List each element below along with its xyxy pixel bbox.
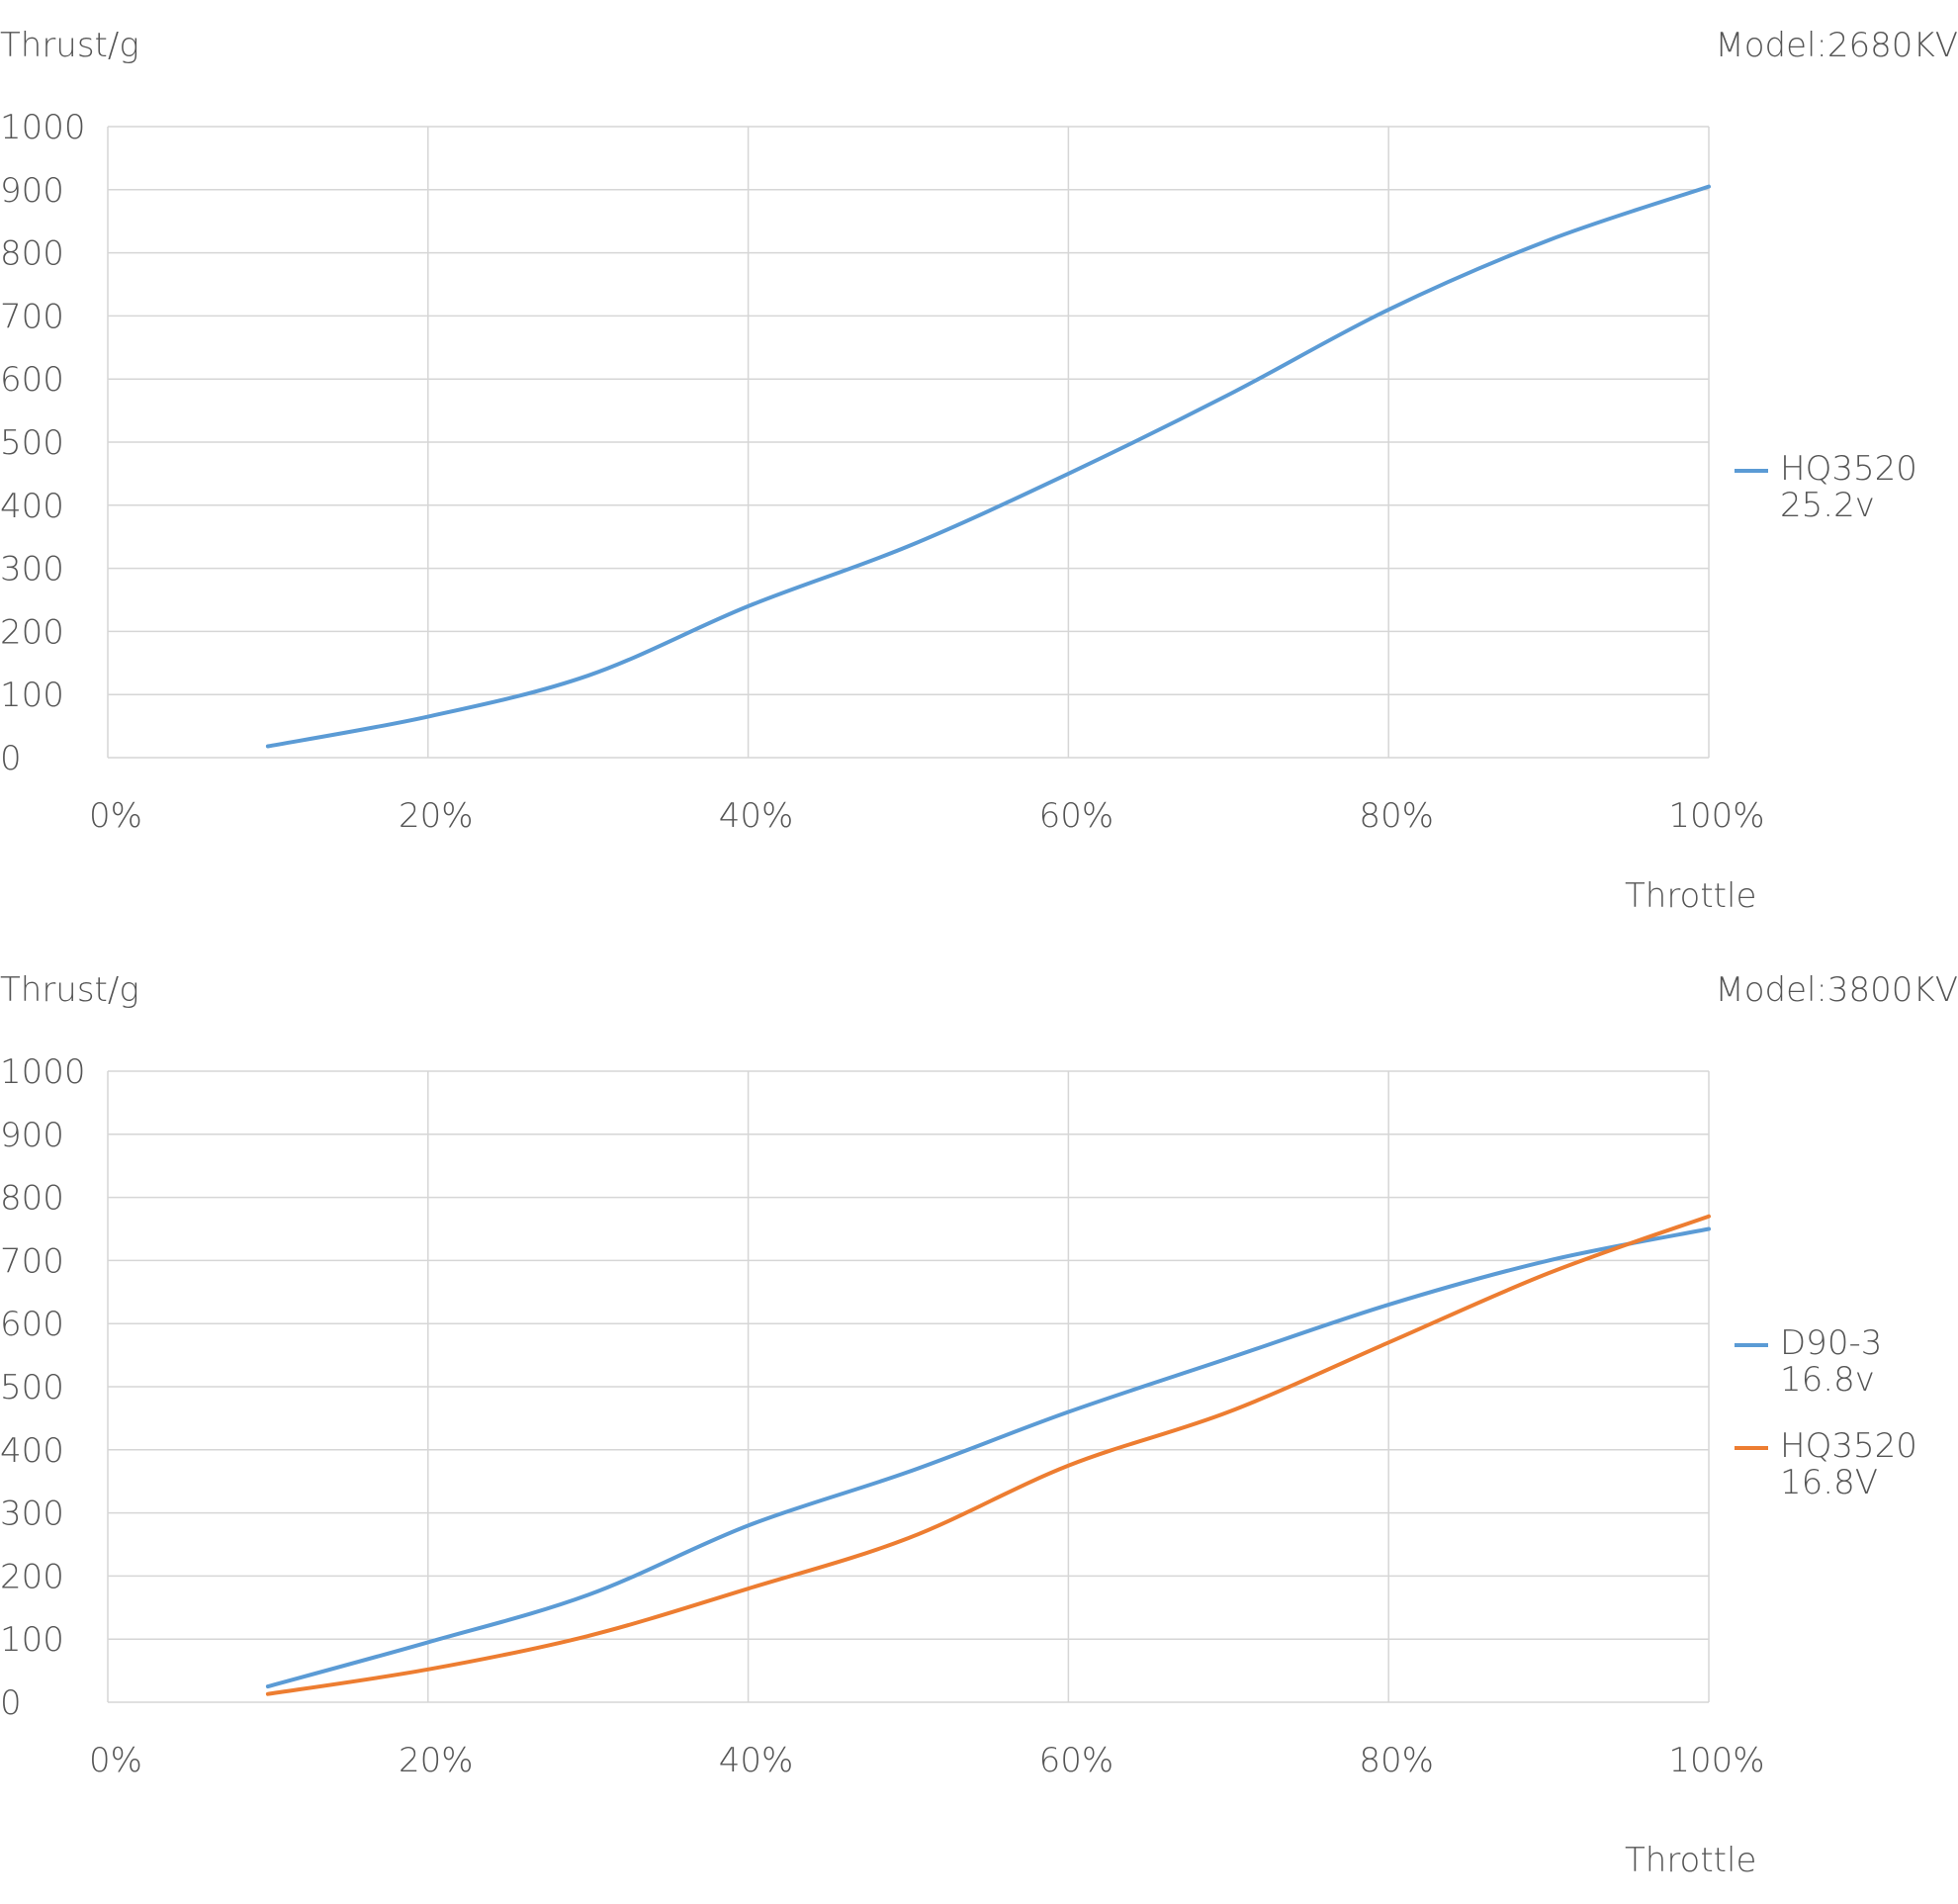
y-tick-label: 600 xyxy=(0,1305,64,1344)
x-tick-label: 40% xyxy=(719,1741,794,1780)
y-axis-label: Thrust/g xyxy=(0,970,139,1010)
legend-swatch xyxy=(1735,1446,1768,1450)
x-tick-label: 20% xyxy=(399,1741,474,1780)
x-tick-label: 100% xyxy=(1668,1741,1764,1780)
x-axis-label: Throttle xyxy=(1625,876,1757,916)
x-tick-label: 40% xyxy=(719,796,794,836)
y-tick-label: 200 xyxy=(0,612,64,652)
y-tick-label: 800 xyxy=(0,1179,64,1219)
y-tick-label: 400 xyxy=(0,487,64,526)
x-tick-label: 0% xyxy=(89,1741,142,1780)
x-tick-label: 20% xyxy=(399,796,474,836)
thrust-chart-2680kv: Thrust/g Model:2680KV 0 100 200 300 400 500 60… xyxy=(0,0,1958,945)
legend-swatch xyxy=(1735,1343,1768,1347)
legend: D90-3 16.8v HQ3520 16.8V xyxy=(1735,1325,1917,1531)
y-tick-label: 700 xyxy=(0,1241,64,1281)
y-tick-label: 400 xyxy=(0,1431,64,1471)
y-axis-label: Thrust/g xyxy=(0,26,139,65)
x-tick-label: 60% xyxy=(1039,796,1114,836)
y-tick-label: 900 xyxy=(0,1116,64,1155)
x-axis-label: Throttle xyxy=(1625,1841,1757,1880)
x-tick-label: 80% xyxy=(1359,1741,1434,1780)
legend-swatch xyxy=(1735,469,1768,473)
y-tick-label: 800 xyxy=(0,234,64,274)
model-annotation: Model:3800KV xyxy=(1715,970,1958,1010)
series-line xyxy=(265,1226,1711,1689)
y-tick-label: 300 xyxy=(0,550,64,589)
legend-label: HQ3520 25.2v xyxy=(1780,449,1917,525)
legend: HQ3520 25.2v xyxy=(1735,451,1917,554)
legend-label: HQ3520 16.8V xyxy=(1780,1426,1917,1502)
y-tick-label: 900 xyxy=(0,171,64,211)
y-tick-label: 1000 xyxy=(0,108,86,147)
y-tick-label: 500 xyxy=(0,423,64,463)
legend-label: D90-3 16.8v xyxy=(1780,1323,1883,1400)
series-line xyxy=(265,1214,1711,1696)
x-tick-label: 0% xyxy=(89,796,142,836)
y-tick-label: 500 xyxy=(0,1368,64,1407)
legend-item: HQ3520 16.8V xyxy=(1735,1428,1917,1531)
y-tick-label: 300 xyxy=(0,1495,64,1534)
model-annotation: Model:2680KV xyxy=(1715,26,1958,65)
y-tick-label: 0 xyxy=(0,1683,22,1723)
legend-item: D90-3 16.8v xyxy=(1735,1325,1917,1428)
series-line xyxy=(265,184,1711,749)
plot-area: 0 100 200 300 400 500 600 700 800 900 1000 0% 20% 40%… xyxy=(0,1052,1765,1780)
y-tick-label: 100 xyxy=(0,676,64,715)
thrust-chart-3800kv: Thrust/g Model:3800KV 0 100 200 300 400 500 60… xyxy=(0,945,1958,1904)
y-tick-label: 100 xyxy=(0,1620,64,1660)
y-tick-label: 600 xyxy=(0,360,64,400)
y-tick-label: 0 xyxy=(0,739,22,778)
plot-area: 0 100 200 300 400 500 600 700 800 900 1000 0% 20% 40%… xyxy=(0,108,1765,836)
y-tick-label: 700 xyxy=(0,297,64,336)
x-tick-label: 80% xyxy=(1359,796,1434,836)
y-tick-label: 1000 xyxy=(0,1052,86,1092)
y-tick-label: 200 xyxy=(0,1557,64,1596)
x-tick-label: 60% xyxy=(1039,1741,1114,1780)
legend-item: HQ3520 25.2v xyxy=(1735,451,1917,554)
x-tick-label: 100% xyxy=(1668,796,1764,836)
